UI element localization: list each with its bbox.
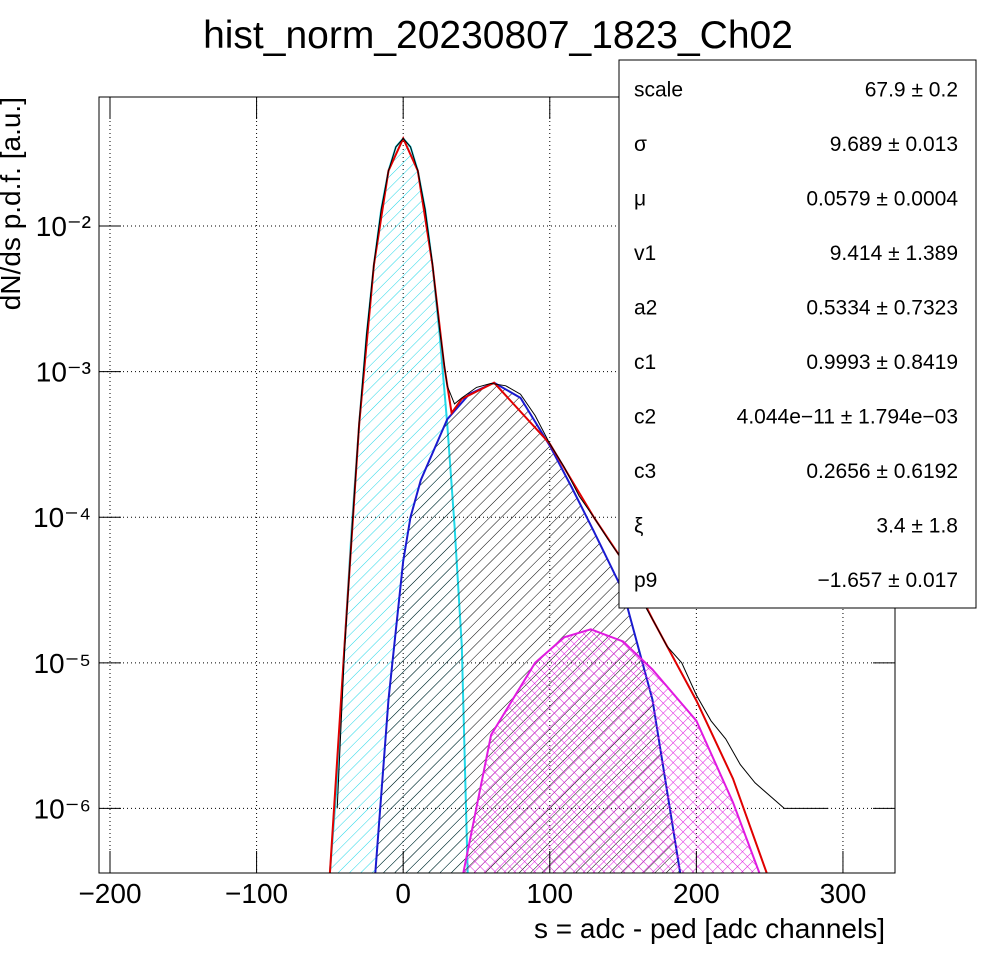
- stat-name: c1: [634, 351, 656, 374]
- x-axis-label: s = adc - ped [adc channels]: [534, 913, 885, 944]
- x-tick-label: −100: [225, 878, 288, 909]
- stat-name: a2: [634, 297, 657, 320]
- stat-value: 0.9993 ± 0.8419: [806, 351, 958, 374]
- stat-value: −1.657 ± 0.017: [817, 569, 958, 592]
- stat-value: 9.689 ± 0.013: [830, 133, 958, 156]
- fit-curve: [462, 628, 761, 873]
- stat-value: 9.414 ± 1.389: [830, 242, 958, 265]
- stats-frame: [618, 59, 977, 609]
- stat-value: 67.9 ± 0.2: [865, 79, 958, 102]
- x-tick-label: 100: [526, 878, 573, 909]
- y-axis-label: dN/ds p.d.f. [a.u.]: [0, 97, 26, 310]
- stat-name: v1: [634, 242, 656, 265]
- data-line: [336, 137, 829, 809]
- stat-name: c2: [634, 406, 656, 429]
- stat-name: scale: [634, 79, 683, 102]
- stat-name: ξ: [634, 515, 643, 538]
- area-fill: [463, 629, 760, 873]
- stat-name: σ: [634, 133, 647, 156]
- stats-box: scale 67.9 ± 0.2 σ 9.689 ± 0.013 μ 0.0579 ± 0…: [618, 59, 977, 609]
- x-tick-label: 300: [820, 878, 867, 909]
- x-tick-label: 200: [673, 878, 720, 909]
- y-tick-label: 10⁻⁵: [33, 648, 91, 679]
- stat-name: μ: [634, 188, 646, 211]
- stat-value: 3.4 ± 1.8: [876, 515, 958, 538]
- y-tick-label: 10⁻³: [36, 357, 91, 388]
- chart-title: hist_norm_20230807_1823_Ch02: [203, 14, 793, 57]
- stat-name: c3: [634, 460, 656, 483]
- stat-value: 4.044e−11 ± 1.794e−03: [737, 406, 958, 429]
- plot-area: [328, 135, 829, 873]
- x-tick-label: 0: [395, 878, 411, 909]
- stat-name: p9: [634, 569, 657, 592]
- x-tick-label: −200: [78, 878, 141, 909]
- y-tick-label: 10⁻⁶: [34, 793, 91, 824]
- y-tick-label: 10⁻²: [36, 211, 91, 242]
- stat-value: 0.0579 ± 0.0004: [806, 188, 958, 211]
- stat-value: 0.5334 ± 0.7323: [806, 297, 958, 320]
- axis-ticks: −200 −100 0 100 200 300 10⁻⁶ 10⁻⁵ 10⁻⁴ 10⁻³ 10⁻²: [33, 97, 895, 909]
- y-tick-label: 10⁻⁴: [33, 502, 91, 533]
- stat-value: 0.2656 ± 0.6192: [806, 460, 958, 483]
